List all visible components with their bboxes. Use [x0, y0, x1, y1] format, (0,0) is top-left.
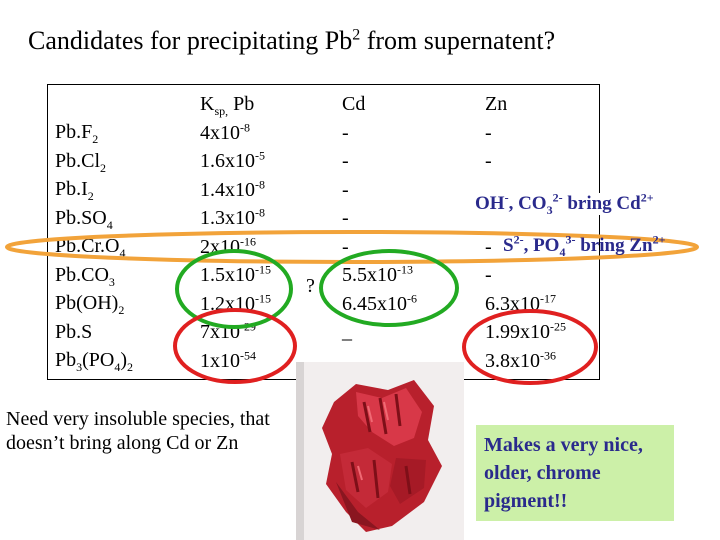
zn-bring-label: S2-, PO43- bring Zn2+	[503, 232, 666, 259]
pb-ksp-value: 2x10-16	[200, 233, 256, 258]
pb-header: Ksp, Pb	[200, 93, 255, 118]
pb-ksp-value: 1.2x10-15	[200, 290, 271, 315]
zn-ksp-value: -	[485, 264, 492, 286]
zn-ksp-value: -	[485, 150, 492, 172]
cd-ksp-value: -	[342, 150, 349, 172]
zn-ksp-value: -	[485, 121, 492, 144]
compound-column: Pb.F2 Pb.Cl2 Pb.I2 Pb.SO4 Pb.Cr.O4 Pb.CO3 Pb(O…	[55, 118, 133, 375]
pb-ksp-value: 1x10-54	[200, 347, 256, 372]
crocoite-mineral-image	[296, 362, 464, 540]
zn-column: Zn - - - -6.3x10-17 1.99x10-25 3.8x10-36	[485, 90, 566, 372]
pb-ksp-column: Ksp, Pb 4x10-8 1.6x10-5 1.4x10-8 1.3x10-8 2x…	[200, 90, 271, 372]
compound-row: Pb.I2	[55, 178, 94, 203]
compound-row: Pb3(PO4)2	[55, 349, 134, 374]
zn-ksp-value: 3.8x10-36	[485, 347, 556, 372]
cd-ksp-value: _	[342, 321, 352, 343]
compound-row: Pb.F2	[55, 121, 99, 146]
question-mark: ?	[306, 275, 315, 297]
cd-ksp-value: -	[342, 121, 349, 144]
cd-column: Cd - - - - - 5.5x10-13 6.45x10-6 _	[342, 90, 417, 343]
pb-ksp-value: 1.3x10-8	[200, 205, 265, 229]
pb-ksp-value: 7x10-29	[200, 319, 256, 343]
compound-row: Pb(OH)2	[55, 292, 125, 317]
zn-header: Zn	[485, 93, 508, 115]
compound-row: Pb.SO4	[55, 206, 113, 232]
slide-title: Candidates for precipitating Pb2 from su…	[28, 26, 556, 55]
cd-ksp-value: 5.5x10-13	[342, 262, 413, 286]
cd-ksp-value: -	[342, 178, 349, 201]
cd-header: Cd	[342, 93, 366, 115]
cd-ksp-value: 6.45x10-6	[342, 290, 417, 315]
compound-row: Pb.CO3	[55, 263, 115, 289]
compound-row: Pb.S	[55, 320, 93, 343]
pb-ksp-value: 1.4x10-8	[200, 176, 265, 201]
pb-ksp-value: 1.6x10-5	[200, 148, 265, 172]
cd-bring-label: OH-, CO32- bring Cd2+	[475, 190, 654, 217]
pb-ksp-value: 4x10-8	[200, 119, 250, 144]
cd-ksp-value: -	[342, 207, 349, 229]
zn-ksp-value: 1.99x10-25	[485, 319, 566, 343]
chrome-pigment-callout: Makes a very nice, older, chrome pigment…	[476, 425, 674, 521]
insoluble-species-note: Need very insoluble species, that doesn’…	[6, 408, 270, 454]
zn-ksp-value: 6.3x10-17	[485, 290, 556, 315]
pb-ksp-value: 1.5x10-15	[200, 262, 271, 286]
cd-ksp-value: -	[342, 235, 349, 258]
compound-row: Pb.Cr.O4	[55, 235, 126, 260]
compound-row: Pb.Cl2	[55, 149, 107, 175]
